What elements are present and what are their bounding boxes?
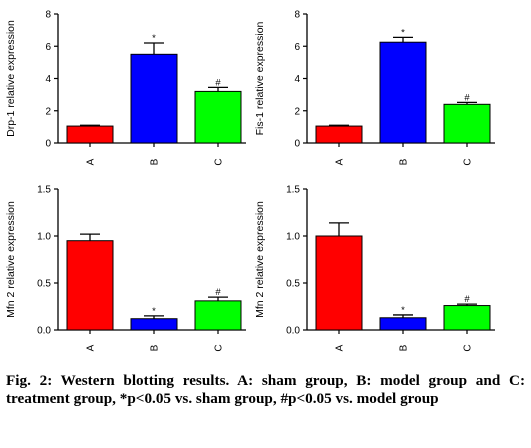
bar-A	[315, 125, 363, 144]
y-tick-label: 2	[294, 106, 300, 117]
y-tick-label: 2	[45, 106, 51, 117]
significance-marker: *	[401, 27, 405, 38]
bar-B	[130, 53, 178, 144]
category-label: C	[214, 158, 225, 165]
bar-C	[443, 103, 491, 144]
significance-marker: #	[464, 294, 470, 305]
significance-marker: #	[215, 77, 221, 88]
significance-marker: *	[152, 306, 156, 317]
category-label: B	[399, 344, 410, 351]
y-tick-label: 0.5	[286, 279, 300, 290]
category-label: A	[86, 158, 97, 165]
y-tick-label: 0	[294, 139, 300, 150]
bar-B	[130, 318, 178, 331]
significance-marker: #	[215, 287, 221, 298]
category-label: B	[150, 344, 161, 351]
chart-4: 0.0 0.5 1.0 1.5 Mfn 2 relative expression A * B…	[254, 185, 495, 352]
bar-A	[315, 235, 363, 331]
y-axis-label: Fis-1 relative expression	[254, 21, 266, 135]
bar-A	[66, 125, 114, 144]
y-tick-label: 1.0	[37, 232, 51, 243]
bar-A	[66, 240, 114, 331]
bar-B	[379, 41, 427, 144]
y-axis-label: Mfn 2 relative expression	[5, 201, 17, 318]
category-label: C	[463, 158, 474, 165]
y-tick-label: 1.5	[37, 185, 51, 196]
y-tick-label: 8	[294, 10, 300, 21]
charts-panel: 0 2 4 6 8 Drp-1 relative expression A * B # C 0 2 4 6 8…	[5, 10, 495, 352]
bar-C	[194, 300, 242, 331]
category-label: C	[463, 344, 474, 351]
significance-marker: *	[152, 33, 156, 44]
y-tick-label: 1.0	[286, 232, 300, 243]
chart-3: 0.0 0.5 1.0 1.5 Mfn 2 relative expression A * B…	[5, 185, 246, 352]
y-tick-label: 6	[45, 42, 51, 53]
y-tick-label: 8	[45, 10, 51, 21]
y-tick-label: 0.5	[37, 279, 51, 290]
significance-marker: #	[464, 92, 470, 103]
y-tick-label: 0	[45, 139, 51, 150]
bar-C	[194, 90, 242, 144]
y-axis-label: Mfn 2 relative expression	[254, 201, 266, 318]
category-label: B	[399, 158, 410, 165]
chart-1: 0 2 4 6 8 Drp-1 relative expression A * B # C	[5, 10, 246, 166]
figure-caption: Fig. 2: Western blotting results. A: sha…	[6, 372, 525, 407]
category-label: A	[335, 158, 346, 165]
y-tick-label: 4	[45, 74, 51, 85]
bar-C	[443, 305, 491, 331]
y-tick-label: 1.5	[286, 185, 300, 196]
y-tick-label: 0.0	[286, 326, 300, 337]
category-label: A	[335, 344, 346, 351]
chart-2: 0 2 4 6 8 Fis-1 relative expression A * B # C	[254, 10, 495, 166]
bar-B	[379, 317, 427, 331]
y-axis-label: Drp-1 relative expression	[5, 20, 17, 137]
y-tick-label: 0.0	[37, 326, 51, 337]
category-label: A	[86, 344, 97, 351]
category-label: C	[214, 344, 225, 351]
significance-marker: *	[401, 305, 405, 316]
y-tick-label: 4	[294, 74, 300, 85]
category-label: B	[150, 158, 161, 165]
y-tick-label: 6	[294, 42, 300, 53]
